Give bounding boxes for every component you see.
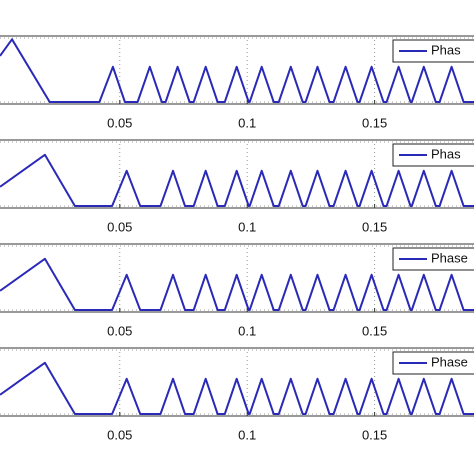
x-tick-label: 0.15 [362,219,387,234]
legend-box [392,143,474,167]
x-tick-label: 0.1 [238,427,256,442]
x-tick-label: 0.05 [107,427,132,442]
series-line [0,361,474,415]
legend-box [392,247,474,271]
x-tick-label: 0.1 [238,219,256,234]
x-tick-label: 0.05 [107,219,132,234]
legend-label: Phase [431,354,468,369]
series-line [0,257,474,311]
series-line [0,153,474,207]
legend-box [392,39,474,63]
x-tick-label: 0.15 [362,323,387,338]
legend-label: Phas [431,146,461,161]
legend-label: Phas [431,42,461,57]
legend-label: Phase [431,250,468,265]
series-line [0,38,474,103]
x-tick-label: 0.05 [107,323,132,338]
x-tick-label: 0.15 [362,427,387,442]
x-tick-label: 0.1 [238,323,256,338]
x-tick-label: 0.15 [362,115,387,130]
x-tick-label: 0.1 [238,115,256,130]
legend-box [392,351,474,375]
x-tick-label: 0.05 [107,115,132,130]
